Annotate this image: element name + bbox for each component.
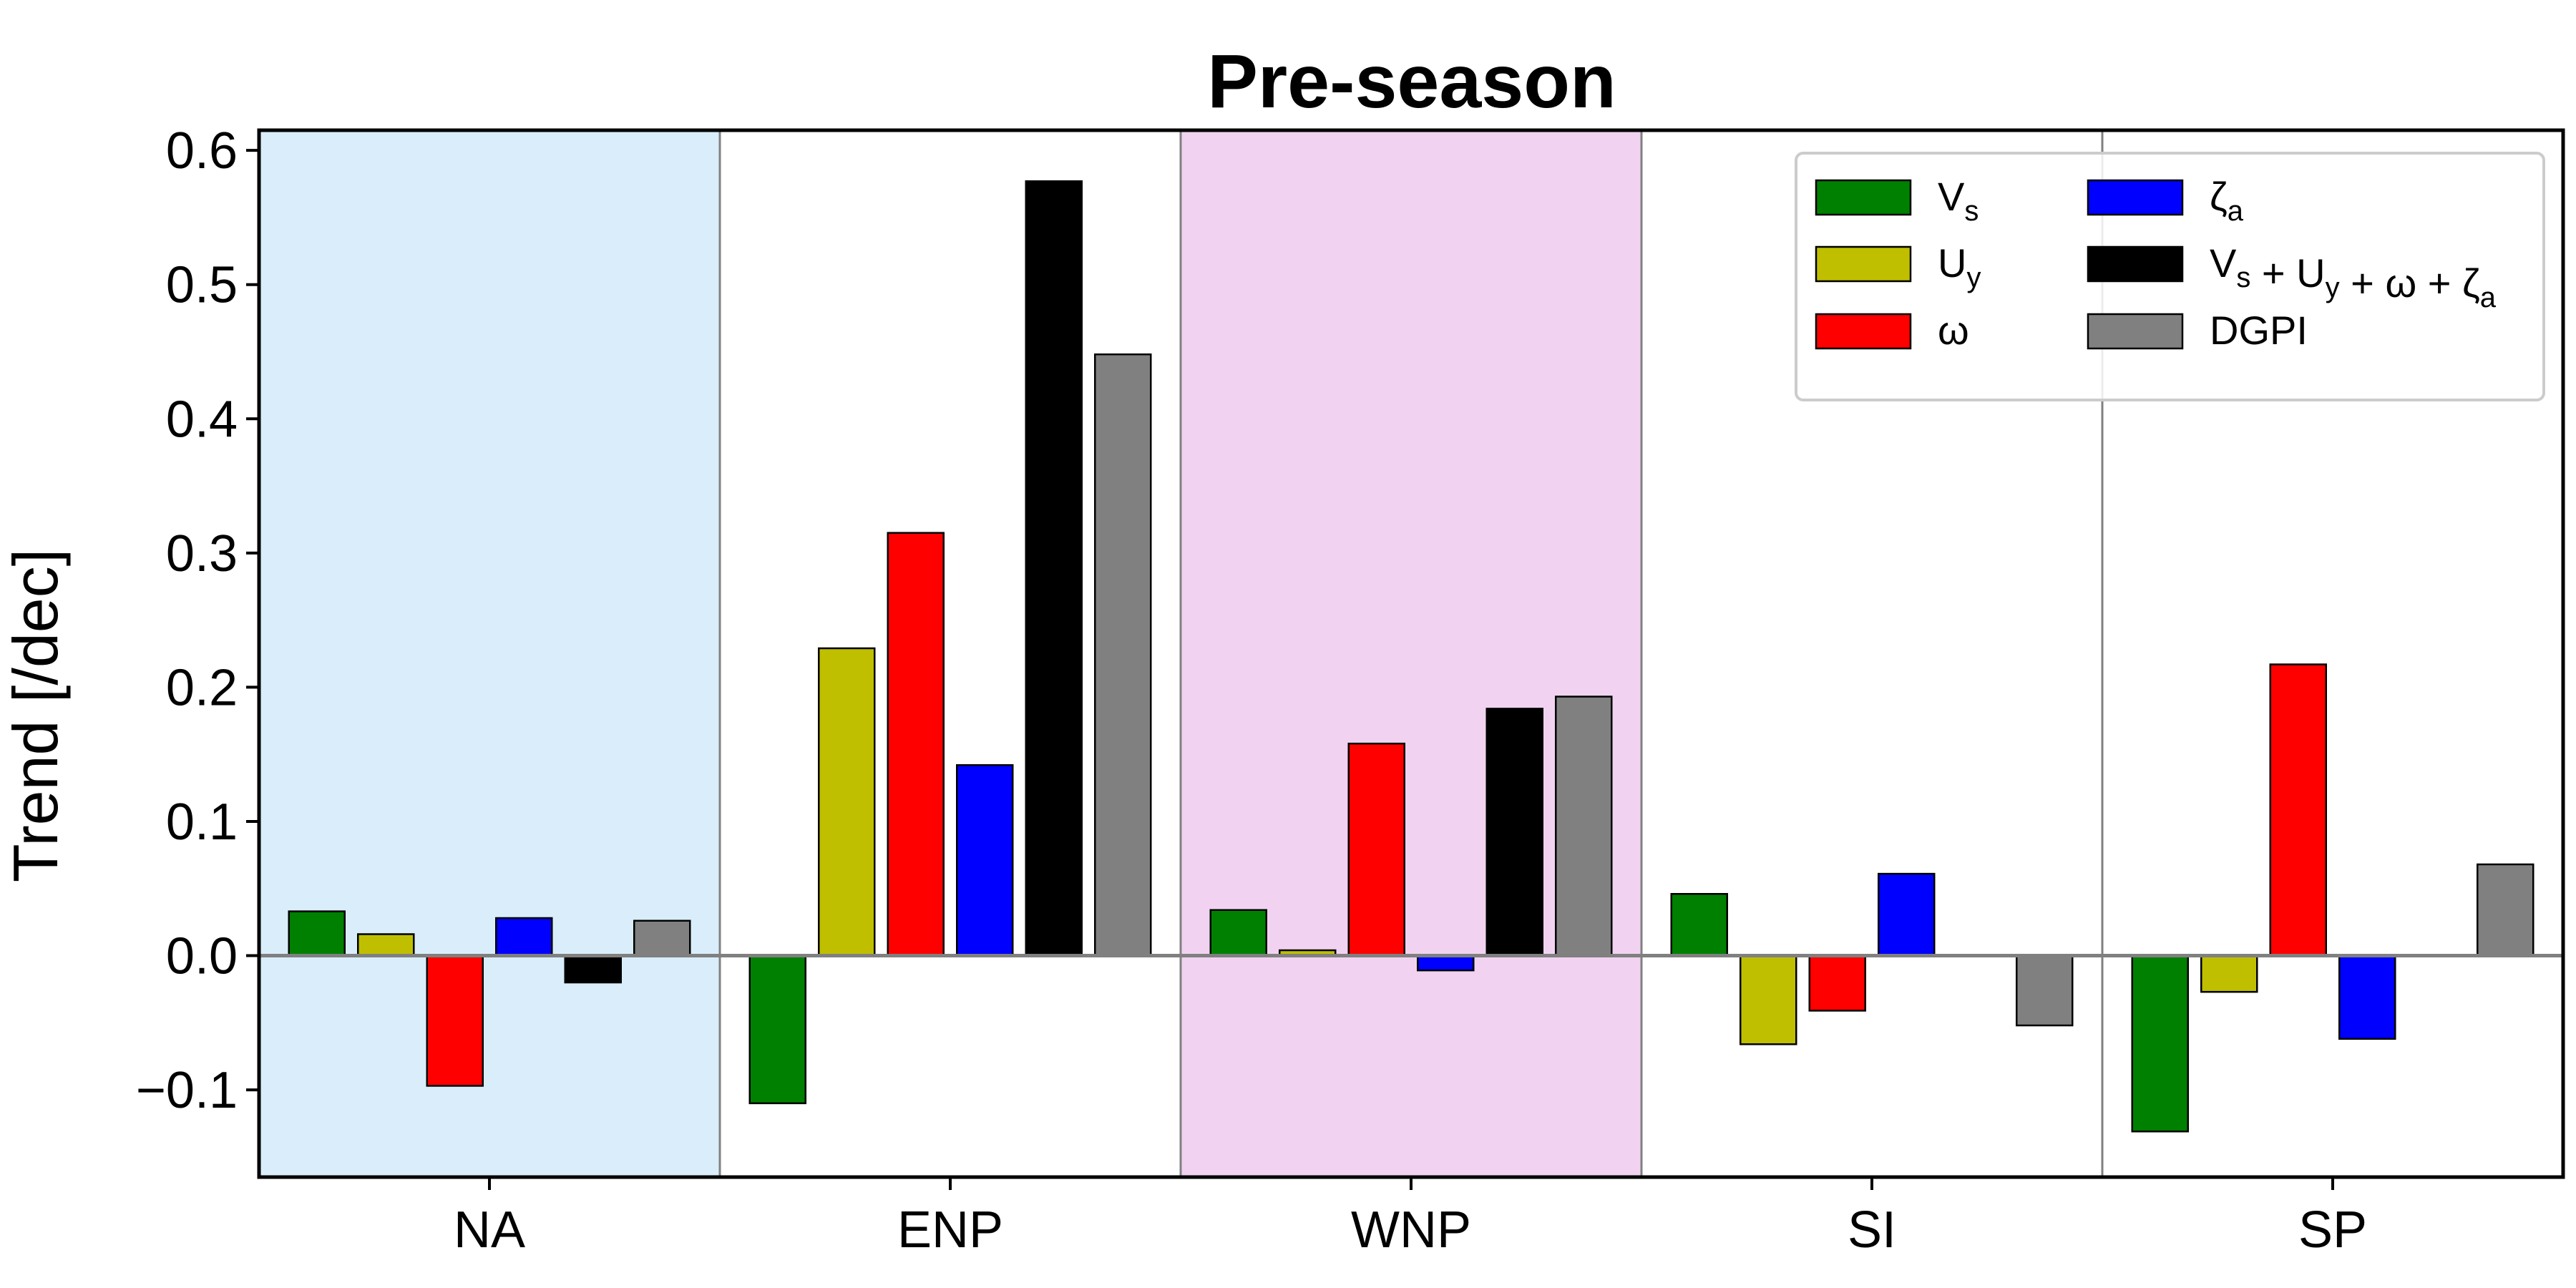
legend-label: DGPI xyxy=(2210,308,2308,353)
legend-swatch xyxy=(2087,179,2184,216)
bar-enp-1 xyxy=(818,647,876,957)
y-tick-label: 0.3 xyxy=(166,525,238,582)
bar-enp-0 xyxy=(748,955,806,1105)
y-axis-label: Trend [/dec] xyxy=(0,549,71,882)
bar-sp-1 xyxy=(2200,955,2258,993)
bar-si-5 xyxy=(2016,955,2074,1027)
bar-enp-2 xyxy=(887,532,945,957)
legend-swatch xyxy=(1815,313,1912,350)
legend-label: Vs xyxy=(1938,174,1979,227)
bar-na-4 xyxy=(564,955,622,984)
y-tick-label: −0.1 xyxy=(136,1062,238,1119)
y-axis: −0.1 0.0 0.1 0.2 0.3 0.4 0.5 0.6 xyxy=(136,122,259,1119)
bar-enp-3 xyxy=(956,763,1014,957)
bar-wnp-4 xyxy=(1485,708,1543,957)
bar-na-5 xyxy=(633,919,691,957)
legend-label: ω xyxy=(1938,308,1969,353)
bar-si-3 xyxy=(1878,872,1936,957)
y-tick-label: 0.2 xyxy=(166,659,238,716)
legend-label: Uy xyxy=(1938,240,1981,293)
bar-wnp-3 xyxy=(1417,955,1475,972)
bar-na-1 xyxy=(357,933,415,957)
bar-na-0 xyxy=(288,910,346,957)
bar-enp-5 xyxy=(1094,353,1152,957)
legend-swatch xyxy=(2087,313,2184,350)
y-tick-label: 0.1 xyxy=(166,794,238,851)
bar-wnp-2 xyxy=(1347,742,1405,957)
bar-si-2 xyxy=(1808,955,1866,1012)
bar-wnp-0 xyxy=(1209,909,1267,957)
region-shading-na xyxy=(259,130,720,1177)
bars xyxy=(288,180,2534,1133)
bar-si-1 xyxy=(1740,955,1797,1045)
y-tick-label: 0.4 xyxy=(166,391,238,448)
x-tick-label-na: NA xyxy=(454,1201,525,1259)
legend-swatch xyxy=(1815,245,1912,283)
bar-si-0 xyxy=(1670,892,1728,957)
bar-na-2 xyxy=(426,955,484,1087)
bar-sp-5 xyxy=(2477,863,2534,957)
bar-sp-2 xyxy=(2269,663,2327,957)
y-tick-label: 0.0 xyxy=(166,928,238,985)
legend-swatch xyxy=(1815,179,1912,216)
x-tick-label-wnp: WNP xyxy=(1351,1201,1471,1259)
chart-title: Pre-season xyxy=(1207,39,1616,124)
x-tick-label-sp: SP xyxy=(2298,1201,2367,1259)
y-tick-label: 0.5 xyxy=(166,257,238,314)
bar-na-3 xyxy=(495,917,553,957)
legend-label: Vs + Uy + ω + ζa xyxy=(2210,240,2497,313)
x-axis: NA ENP WNP SI SP xyxy=(454,1177,2367,1259)
legend-label: ζa xyxy=(2210,174,2244,227)
y-tick-label: 0.6 xyxy=(166,122,238,180)
region-shading-wnp xyxy=(1181,130,1641,1177)
bar-enp-4 xyxy=(1025,180,1083,957)
x-tick-label-enp: ENP xyxy=(897,1201,1003,1259)
x-tick-label-si: SI xyxy=(1848,1201,1896,1259)
bar-sp-0 xyxy=(2131,955,2189,1133)
legend-swatch xyxy=(2087,245,2184,283)
bar-sp-3 xyxy=(2338,955,2396,1040)
bar-wnp-5 xyxy=(1555,696,1613,957)
